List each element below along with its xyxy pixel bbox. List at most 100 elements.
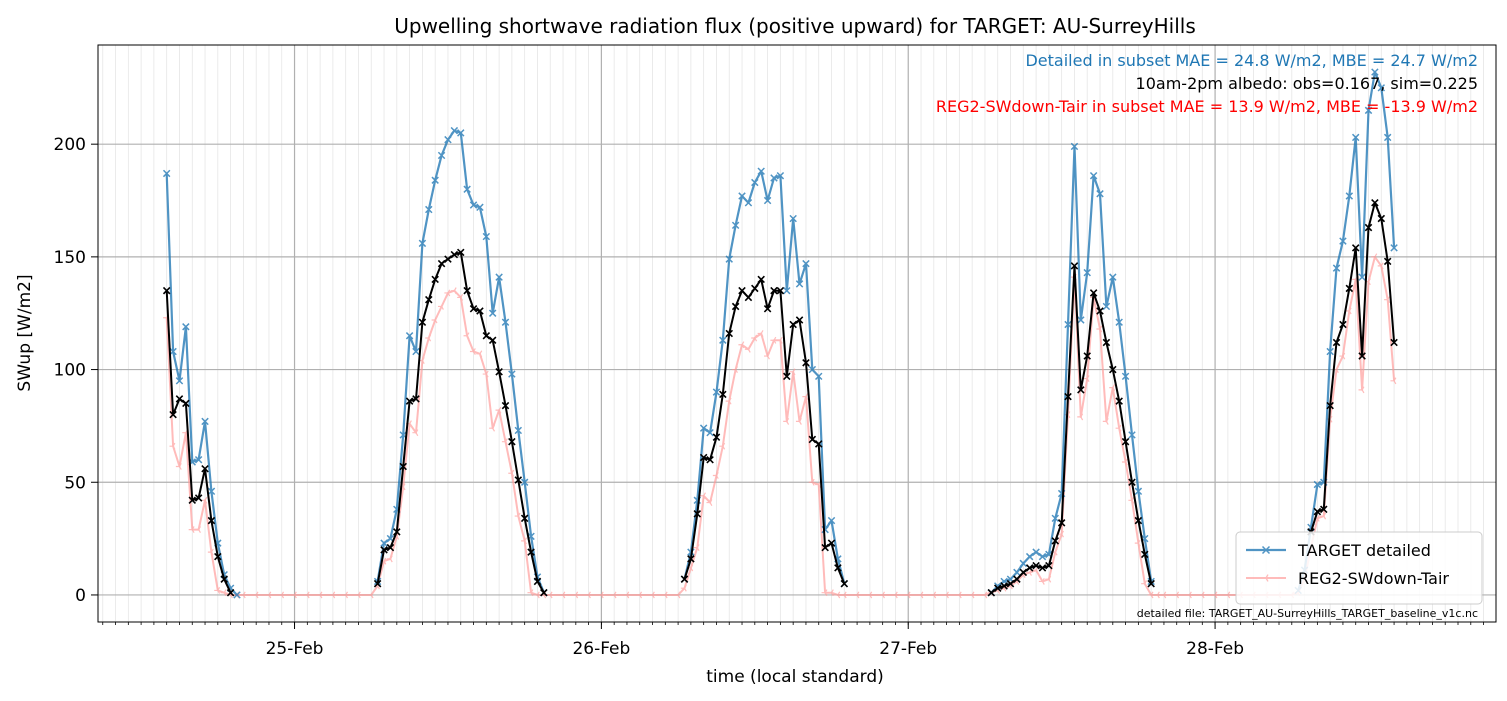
data-point (476, 307, 484, 315)
data-point (425, 295, 433, 304)
data-point (699, 424, 708, 432)
data-point (488, 336, 497, 345)
data-point (1089, 171, 1098, 180)
data-point (827, 589, 834, 597)
data-point (214, 587, 221, 594)
data-point (495, 273, 503, 281)
data-point (1025, 552, 1034, 561)
data-point (412, 429, 419, 437)
data-point (1006, 579, 1015, 588)
data-point (1313, 480, 1322, 489)
data-point (495, 406, 502, 414)
data-point (521, 537, 527, 545)
data-point (1115, 424, 1122, 432)
data-point (1390, 244, 1398, 252)
data-point (1351, 133, 1360, 142)
data-point (789, 368, 796, 376)
data-point (1051, 514, 1060, 523)
data-point (776, 286, 785, 295)
data-point (233, 591, 241, 599)
data-point (808, 478, 815, 486)
data-point (527, 589, 534, 597)
x-tick-label: 28-Feb (1186, 639, 1244, 659)
data-point (265, 591, 272, 599)
footnote-file: detailed file: TARGET_AU-SurreyHills_TAR… (1137, 607, 1478, 620)
legend-box (1235, 531, 1483, 605)
data-point (425, 205, 433, 214)
data-point (719, 442, 726, 450)
data-point (1051, 537, 1060, 545)
data-point (719, 336, 727, 344)
plot-frame (97, 44, 1497, 623)
data-point (751, 178, 759, 187)
data-point (316, 591, 323, 599)
data-point (501, 438, 508, 446)
data-point (533, 591, 540, 599)
data-point (700, 492, 706, 500)
data-point (514, 476, 523, 484)
data-point (814, 372, 823, 381)
data-point (1096, 190, 1104, 198)
data-point (834, 564, 842, 572)
data-point (380, 539, 388, 547)
data-point (469, 348, 476, 355)
annotation-detailed-metrics: Detailed in subset MAE = 24.8 W/m2, MBE … (1025, 51, 1478, 70)
data-point (342, 591, 349, 599)
data-point (1326, 401, 1334, 410)
data-point (1358, 273, 1366, 281)
data-point (1019, 568, 1028, 577)
data-point (182, 323, 190, 331)
data-point (437, 303, 444, 310)
legend-label-reg2: REG2-SWdown-Tair (1298, 569, 1449, 588)
data-point (431, 176, 439, 184)
data-point (508, 469, 515, 477)
data-point (252, 591, 259, 599)
annotation-albedo: 10am-2pm albedo: obs=0.167, sim=0.225 (1136, 74, 1478, 93)
data-point (412, 347, 420, 356)
data-point (1371, 68, 1379, 76)
data-point (239, 591, 246, 599)
data-point (802, 393, 809, 401)
data-point (1185, 591, 1192, 599)
data-point (674, 591, 681, 599)
data-point (463, 286, 471, 295)
data-point (1134, 516, 1143, 525)
legend-swatch-marker (1261, 545, 1271, 555)
data-point (501, 401, 510, 410)
data-point (450, 250, 459, 259)
data-point (795, 316, 804, 324)
data-point (1013, 575, 1021, 583)
data-point (527, 548, 535, 556)
data-point (482, 232, 491, 241)
data-point (201, 417, 209, 426)
data-point (220, 589, 227, 597)
y-tick-label: 100 (54, 361, 86, 381)
data-point (1339, 237, 1347, 245)
data-point (1160, 591, 1167, 599)
data-point (476, 203, 484, 212)
data-point (731, 302, 740, 311)
data-point (732, 366, 738, 373)
data-point (1211, 591, 1218, 599)
data-point (175, 395, 184, 403)
data-point (169, 410, 177, 419)
data-point (201, 464, 209, 473)
data-point (834, 591, 841, 599)
data-point (482, 331, 491, 340)
data-point (514, 512, 521, 520)
data-point (725, 397, 732, 405)
data-point (680, 575, 689, 583)
data-point (1198, 591, 1205, 599)
data-point (1351, 244, 1360, 252)
data-point (520, 514, 529, 523)
data-point (169, 442, 176, 450)
data-point (1320, 512, 1327, 520)
data-point (1224, 591, 1231, 599)
data-point (757, 330, 764, 337)
data-point (763, 304, 772, 313)
data-point (1013, 568, 1021, 577)
data-point (981, 591, 988, 599)
legend-swatch-marker (1262, 574, 1269, 582)
data-point (712, 433, 721, 441)
data-point (821, 543, 829, 552)
